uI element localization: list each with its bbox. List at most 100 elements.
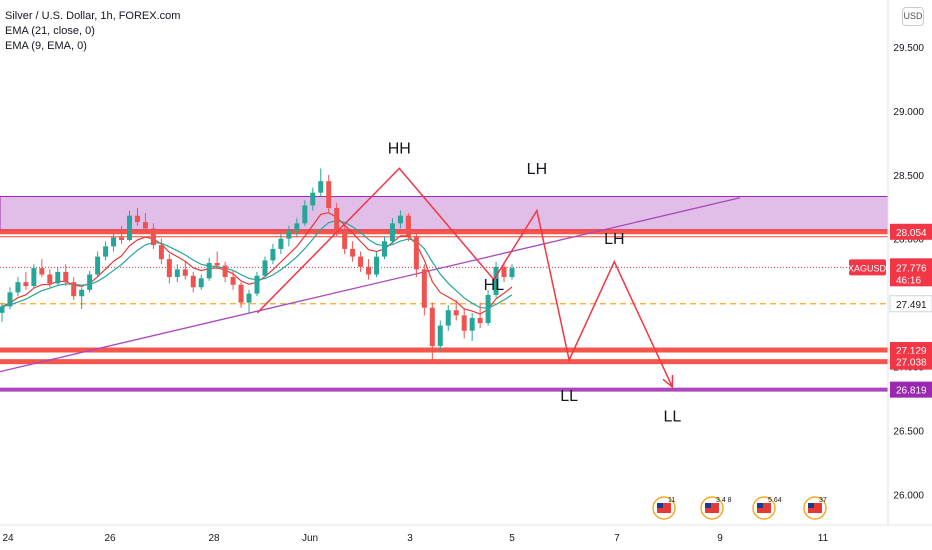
- candle: [150, 228, 156, 246]
- candle: [230, 277, 236, 285]
- flag-stripes: [705, 503, 719, 513]
- time-axis-tick: 5: [509, 533, 515, 544]
- candle: [166, 259, 172, 278]
- flag-canton: [808, 503, 814, 508]
- candle: [254, 275, 260, 294]
- candle: [501, 266, 507, 278]
- price-tag-background: [890, 353, 932, 370]
- candle: [23, 282, 29, 286]
- price-tag-27-038[interactable]: 27.038: [890, 353, 932, 370]
- candle: [326, 181, 332, 209]
- candle: [405, 215, 411, 237]
- candle: [389, 223, 395, 242]
- support-line: [0, 229, 888, 235]
- candle: [477, 317, 483, 324]
- candle: [182, 269, 188, 276]
- us-flag-event-icon-4[interactable]: 37: [803, 496, 827, 520]
- event-badge: 11: [668, 497, 675, 504]
- candle: [198, 278, 204, 288]
- candle: [31, 268, 37, 286]
- candle: [39, 268, 45, 275]
- candle: [7, 292, 13, 307]
- candle: [47, 274, 53, 284]
- symbol-tag-text: XAGUSD: [848, 263, 887, 273]
- rising-trendline: [0, 197, 741, 373]
- price-tag-background: [890, 381, 932, 398]
- current-symbol-tag[interactable]: XAGUSD: [848, 259, 887, 276]
- flag-stripes: [757, 503, 771, 513]
- legend-ema9[interactable]: EMA (9, EMA, 0): [5, 40, 87, 52]
- candle: [174, 269, 180, 278]
- candle: [95, 256, 101, 275]
- time-axis-tick: 24: [2, 533, 14, 544]
- candle: [71, 282, 77, 297]
- candle: [87, 274, 93, 290]
- candle: [350, 248, 356, 257]
- currency-button[interactable]: USD: [902, 7, 924, 26]
- candle: [382, 241, 387, 257]
- flag-canton: [757, 503, 763, 508]
- zigzag-pattern-drawing: [256, 167, 674, 388]
- candle: [206, 262, 212, 279]
- candle: [270, 248, 276, 261]
- time-axis-tick: 28: [208, 533, 220, 544]
- candle: [158, 245, 164, 260]
- flag-stripes: [808, 503, 822, 513]
- event-badge: 37: [819, 497, 827, 504]
- price-tag-value: 26.819: [896, 386, 927, 397]
- candle: [429, 307, 435, 347]
- pattern-label-ll: LL: [560, 388, 578, 405]
- pattern-label-lh: LH: [604, 231, 624, 248]
- time-axis-tick: 9: [717, 533, 723, 544]
- us-flag-event-icon-1[interactable]: 11: [652, 496, 676, 520]
- candle: [63, 271, 69, 283]
- price-tag-value: 27.776: [896, 263, 927, 274]
- candle: [366, 266, 372, 275]
- support-line: [0, 347, 888, 353]
- legend-ema21[interactable]: EMA (21, close, 0): [5, 25, 95, 37]
- flag-canton: [705, 503, 711, 508]
- time-axis-tick: 11: [818, 533, 829, 544]
- candle: [302, 205, 308, 224]
- time-axis-tick: Jun: [302, 533, 318, 544]
- event-badge: 3 4 8: [716, 497, 732, 504]
- candle: [310, 192, 316, 206]
- candle: [103, 246, 109, 257]
- flag-stripes: [657, 503, 671, 513]
- price-axis-tick: 29.000: [893, 107, 924, 118]
- candle: [493, 266, 499, 295]
- candle: [461, 315, 467, 331]
- price-tag-28-054[interactable]: 28.054: [890, 223, 932, 240]
- support-line: [0, 359, 888, 365]
- candle: [445, 310, 451, 326]
- time-axis-tick: 7: [614, 533, 620, 544]
- time-axis-tick: 26: [104, 533, 116, 544]
- candle: [286, 231, 292, 239]
- price-tag-background: [889, 295, 932, 313]
- candle: [374, 256, 380, 275]
- price-axis-tick: 26.000: [893, 490, 924, 501]
- price-tag-countdown: 46:16: [896, 275, 921, 286]
- flag-canton: [657, 503, 663, 508]
- price-tag-27-491[interactable]: 27.491: [889, 295, 932, 313]
- price-tag-26-819[interactable]: 26.819: [890, 381, 932, 398]
- us-flag-event-icon-3[interactable]: 5 64: [752, 496, 782, 520]
- candle: [55, 271, 61, 284]
- us-flag-event-icon-2[interactable]: 3 4 8: [700, 496, 732, 520]
- candle: [397, 215, 403, 224]
- price-tag-value: 27.038: [896, 358, 927, 369]
- price-tag-background: [890, 223, 932, 240]
- candle: [294, 223, 300, 232]
- candle: [246, 293, 252, 303]
- candle: [413, 236, 419, 270]
- candle: [238, 284, 244, 303]
- legend-symbol[interactable]: Silver / U.S. Dollar, 1h, FOREX.com: [5, 10, 181, 22]
- pattern-label-lh: LH: [527, 161, 547, 178]
- candle: [262, 260, 268, 276]
- candle: [318, 181, 324, 193]
- candle: [134, 215, 140, 223]
- candle: [358, 256, 364, 267]
- candle: [127, 215, 132, 240]
